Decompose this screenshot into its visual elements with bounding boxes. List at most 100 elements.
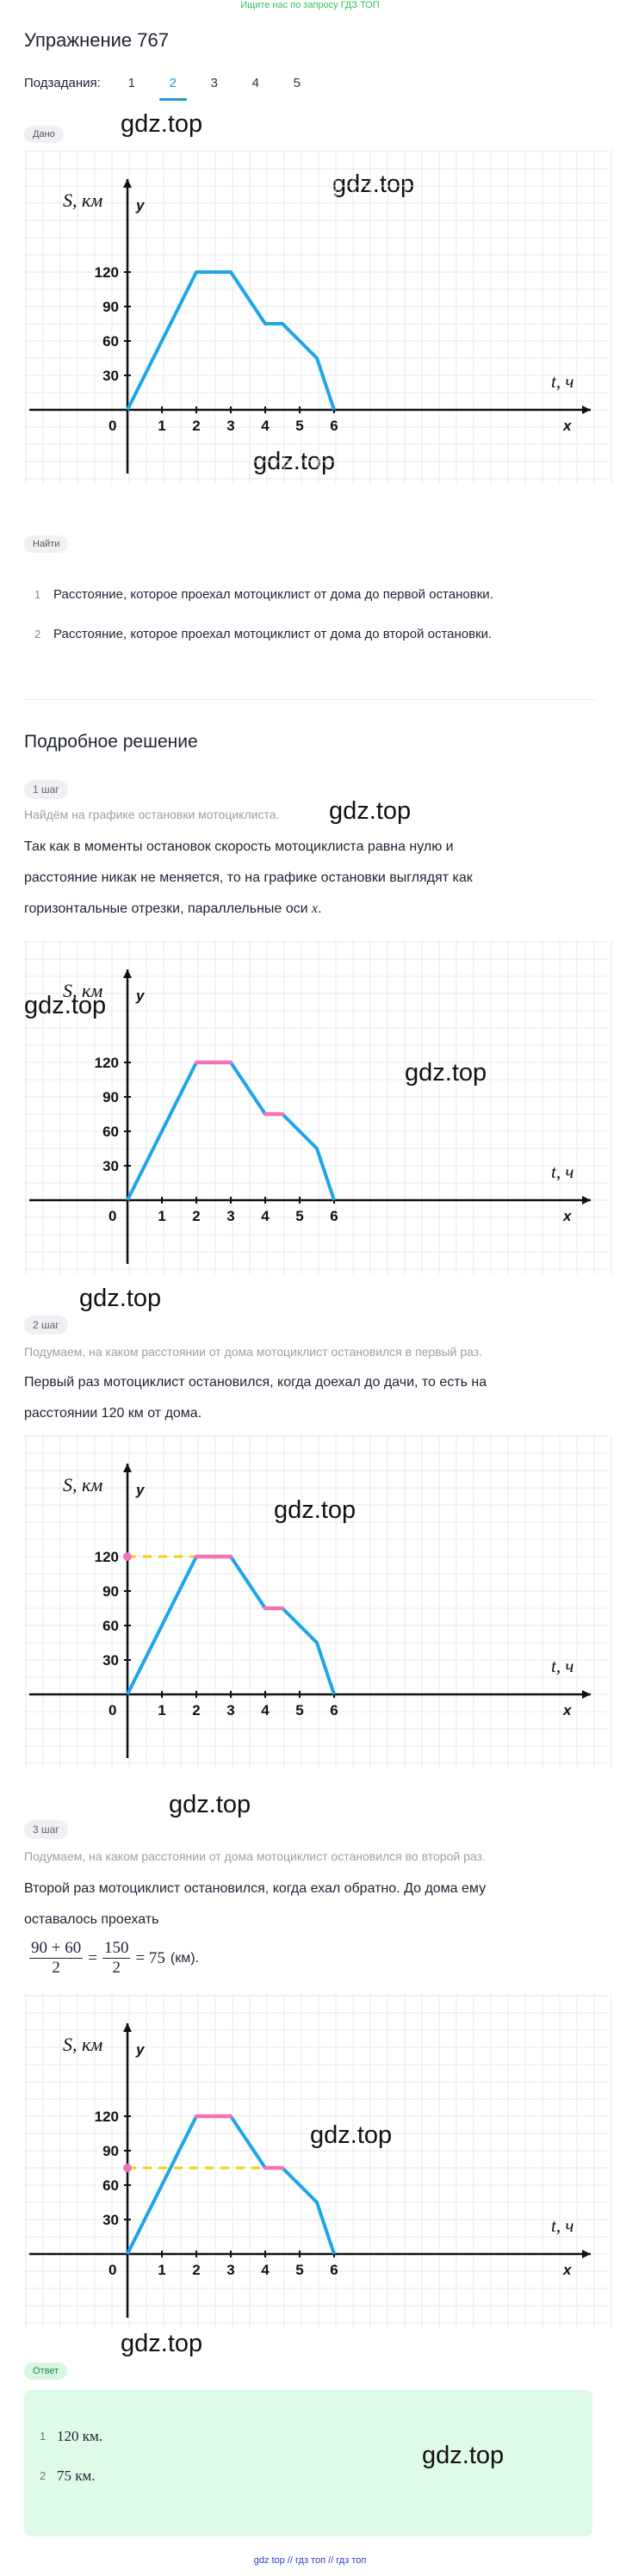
guide-point — [123, 2164, 132, 2172]
list-item-text: Расстояние, которое проехал мотоциклист … — [53, 627, 493, 641]
x-tick-label: 2 — [192, 1208, 200, 1224]
step-label: 1 шаг — [24, 780, 68, 799]
fraction: 90 + 60 2 — [29, 1939, 84, 1978]
y-axis-title: S, км — [63, 189, 102, 211]
x-tick-label: 6 — [330, 1702, 338, 1718]
x-tick-label: 6 — [330, 2262, 338, 2278]
search-hint[interactable]: Ищите нас по запросу ГДЗ ТОП — [240, 0, 380, 10]
x-tick-label: 5 — [295, 1208, 303, 1224]
x-tick-label: 6 — [330, 418, 338, 434]
y-tick-label: 60 — [102, 1124, 119, 1140]
x-tick-label: 3 — [226, 418, 234, 434]
text-line: Так как в моменты остановок скорость мот… — [24, 839, 454, 854]
distance-time-graph: S, км y t, ч x 0 1 2 3 4 5 6 30 60 90 120 — [22, 1434, 612, 1768]
x-axis-arrow — [582, 1196, 591, 1204]
answer-item: 1 120 км. — [40, 2428, 103, 2445]
origin-label: 0 — [108, 418, 116, 434]
x-axis-arrow — [582, 2250, 591, 2258]
axis-variable: x — [312, 901, 319, 916]
tab-subtask-5[interactable]: 5 — [293, 76, 301, 90]
subtasks-label: Подзадания: — [24, 76, 101, 90]
x-tick-label: 4 — [261, 1702, 270, 1718]
step-text: Первый раз мотоциклист остановился, когд… — [24, 1367, 592, 1429]
watermark: gdz.top — [332, 170, 415, 198]
fraction-numerator: 150 — [102, 1939, 131, 1959]
y-axis-name: y — [135, 2041, 146, 2058]
y-tick-label: 30 — [102, 1158, 119, 1174]
formula-result: = 75 — [135, 1948, 165, 1967]
fraction-denominator: 2 — [112, 1959, 121, 1977]
formula: 90 + 60 2 = 150 2 = 75 (км). — [24, 1939, 199, 1978]
x-tick-label: 4 — [261, 418, 270, 434]
x-tick-label: 2 — [192, 2262, 200, 2278]
fraction: 150 2 — [102, 1939, 131, 1978]
y-axis-name: y — [135, 988, 146, 1004]
x-tick-label: 5 — [295, 418, 303, 434]
text-line-part: горизонтальные отрезки, параллельные оси — [24, 901, 308, 916]
x-axis-title: t, ч — [551, 1656, 574, 1676]
y-tick-label: 90 — [102, 299, 119, 315]
watermark: gdz.top — [79, 1285, 162, 1312]
y-tick-label: 90 — [102, 1089, 119, 1105]
step-hint: Найдём на графике остановки мотоциклиста… — [24, 808, 280, 821]
step-text: Второй раз мотоциклист остановился, когд… — [24, 1873, 592, 1935]
tab-subtask-1[interactable]: 1 — [127, 76, 135, 90]
tab-subtask-4[interactable]: 4 — [251, 76, 259, 90]
solution-title: Подробное решение — [24, 732, 198, 752]
y-axis-arrow — [123, 969, 132, 978]
list-item-text: Расстояние, которое проехал мотоциклист … — [53, 587, 493, 602]
step-hint: Подумаем, на каком расстоянии от дома мо… — [24, 1849, 486, 1863]
x-axis-title: t, ч — [551, 2215, 574, 2236]
answer-number: 1 — [40, 2430, 46, 2443]
answer-text: 120 км. — [57, 2428, 103, 2444]
footer-links[interactable]: gdz top // гдз топ // гдз топ — [253, 2555, 367, 2566]
step-label: 2 шаг — [24, 1316, 68, 1334]
x-axis-name: x — [562, 1208, 573, 1224]
x-tick-label: 5 — [295, 2262, 303, 2278]
y-axis-title: S, км — [63, 980, 102, 1001]
fraction-numerator: 90 + 60 — [29, 1939, 84, 1959]
subtask-tabs: Подзадания: 1 2 3 4 5 — [24, 76, 318, 101]
y-axis-name: y — [135, 1482, 146, 1498]
x-tick-label: 6 — [330, 1208, 338, 1224]
x-tick-label: 1 — [158, 1208, 165, 1224]
x-axis-title: t, ч — [551, 371, 574, 392]
origin-label: 0 — [108, 1702, 116, 1718]
distance-time-graph: S, км y t, ч x 0 1 2 3 4 5 6 30 60 90 120 — [22, 150, 612, 484]
text-line: Второй раз мотоциклист остановился, когд… — [24, 1881, 487, 1896]
x-tick-label: 4 — [261, 1208, 270, 1224]
origin-label: 0 — [108, 2262, 116, 2278]
y-tick-label: 60 — [102, 333, 119, 350]
divider — [24, 699, 596, 700]
page-title: Упражнение 767 — [24, 29, 169, 51]
list-item-number: 1 — [34, 588, 41, 601]
y-tick-label: 30 — [102, 1652, 119, 1669]
x-tick-label: 2 — [192, 1702, 200, 1718]
x-tick-label: 3 — [226, 1208, 234, 1224]
x-tick-label: 1 — [158, 418, 165, 434]
text-line: оставалось проехать — [24, 1912, 159, 1927]
y-tick-label: 90 — [102, 1583, 119, 1600]
y-tick-label: 120 — [95, 1055, 119, 1071]
find-chip: Найти — [24, 536, 69, 553]
watermark: gdz.top — [274, 1496, 356, 1524]
x-axis-arrow — [582, 406, 591, 414]
y-axis-arrow — [123, 179, 132, 188]
y-axis-arrow — [123, 1464, 132, 1472]
answer-chip: Ответ — [24, 2362, 68, 2380]
tab-subtask-2[interactable]: 2 — [152, 76, 194, 101]
answer-item: 2 75 км. — [40, 2468, 96, 2485]
x-tick-label: 4 — [261, 2262, 270, 2278]
tab-subtask-3[interactable]: 3 — [210, 76, 218, 90]
watermark: gdz.top — [405, 1059, 487, 1087]
x-tick-label: 3 — [226, 1702, 234, 1718]
step-label: 3 шаг — [24, 1820, 68, 1839]
distance-time-graph: S, км y t, ч x 0 1 2 3 4 5 6 30 60 90 120 — [22, 1994, 612, 2328]
distance-time-graph: S, км y t, ч x 0 1 2 3 4 5 6 30 60 90 120 — [22, 940, 612, 1274]
watermark: gdz.top — [121, 2330, 203, 2357]
watermark: gdz.top — [121, 110, 203, 138]
text-line: расстоянии 120 км от дома. — [24, 1406, 202, 1421]
x-tick-label: 5 — [295, 1702, 303, 1718]
x-tick-label: 2 — [192, 418, 200, 434]
x-axis-name: x — [562, 1702, 573, 1718]
